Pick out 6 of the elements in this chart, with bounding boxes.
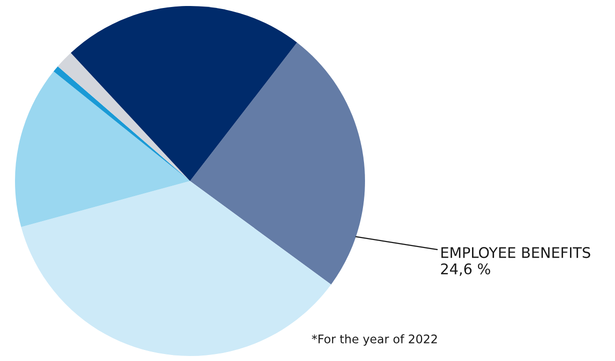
slice-label: EMPLOYEE BENEFITS [441,247,590,258]
pie-slice [15,71,190,227]
pie-slice [190,42,365,285]
text: *For the year of 2022 [312,334,437,346]
pie-slice [70,6,298,181]
data-label: 24,6 % [441,263,490,276]
